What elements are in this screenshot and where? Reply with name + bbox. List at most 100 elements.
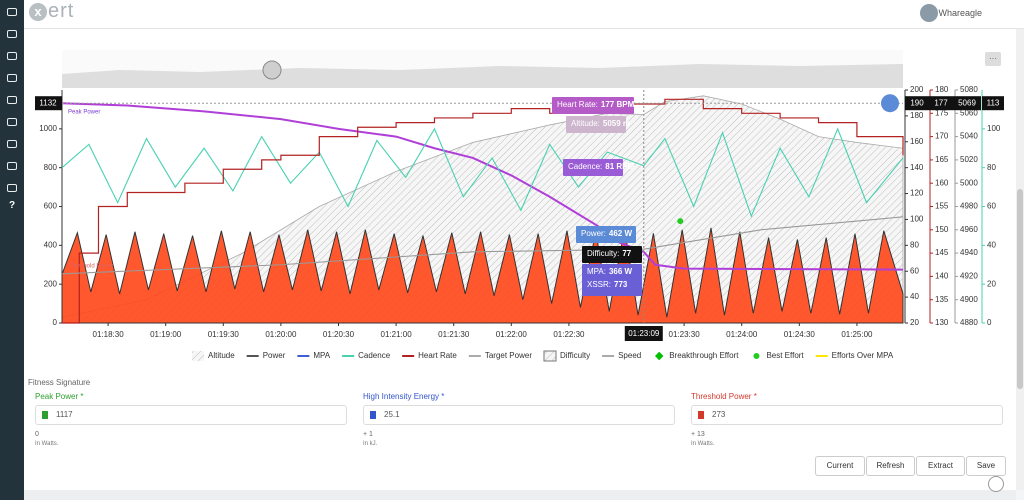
flag-box xyxy=(905,96,929,111)
avatar[interactable] xyxy=(920,4,938,22)
right-tick-label: 120 xyxy=(910,189,924,198)
field: High Intensity Energy * 25.1 + 1 In kJ. xyxy=(363,392,675,447)
tooltip-label: Cadence: xyxy=(568,162,602,171)
legend-label: Altitude xyxy=(208,351,235,360)
legend-label: Cadence xyxy=(358,351,391,360)
tooltip-label: Altitude: xyxy=(571,119,600,128)
zoom-button[interactable] xyxy=(881,94,899,113)
tooltip-value: 5059 m xyxy=(603,119,630,128)
legend-item[interactable]: Cadence xyxy=(342,351,391,360)
device-icon[interactable] xyxy=(7,96,17,104)
legend-item[interactable]: Heart Rate xyxy=(402,351,457,360)
right-tick-label: 165 xyxy=(935,155,949,164)
right-tick-label: 170 xyxy=(935,132,949,141)
right-tick-label: 160 xyxy=(910,137,924,146)
overview-menu[interactable] xyxy=(985,52,1001,66)
right-tick-label: 150 xyxy=(935,225,949,234)
right-tick-label: 145 xyxy=(935,248,949,257)
tooltip-value: 177 BPM xyxy=(601,100,635,109)
legend-item[interactable]: Target Power xyxy=(468,351,532,360)
chart-icon[interactable] xyxy=(7,52,17,60)
field-label: High Intensity Energy * xyxy=(363,392,445,401)
user-name[interactable]: Whareagle xyxy=(938,8,982,18)
button[interactable]: Refresh xyxy=(866,456,915,476)
legend-swatch xyxy=(192,351,204,361)
flag-label: 5069 xyxy=(958,98,976,107)
field-delta: + 13 xyxy=(691,431,705,438)
bolt-icon[interactable] xyxy=(7,184,17,192)
field-input[interactable]: 273 xyxy=(691,405,1003,425)
tooltip-text: XSSR: 773 xyxy=(587,280,628,289)
line-difficulty xyxy=(61,216,904,275)
legend-item[interactable]: MPA xyxy=(297,351,331,360)
legend-label: MPA xyxy=(313,351,330,360)
gauge-icon[interactable] xyxy=(7,118,17,126)
tooltip-label: Heart Rate: xyxy=(557,100,598,109)
tooltip-text: Cadence: 81 RPM xyxy=(568,162,634,171)
right-tick-label: 80 xyxy=(987,163,996,172)
y-tick-label: 1000 xyxy=(39,124,57,133)
legend-label: Power xyxy=(263,351,286,360)
menu-icon[interactable] xyxy=(7,8,17,16)
field-delta: 0 xyxy=(35,431,39,438)
right-tick-label: 4900 xyxy=(960,295,978,304)
legend-swatch xyxy=(654,351,664,361)
overview-handle[interactable] xyxy=(262,60,282,80)
x-tick-label: 01:21:30 xyxy=(438,330,470,339)
button[interactable]: Save xyxy=(966,456,1006,476)
chart: ··· 020040060080010002040608010012014016… xyxy=(35,50,1004,362)
line-heart-rate xyxy=(62,98,904,324)
field-unit: In Watts. xyxy=(691,441,715,447)
flag-label: 113 xyxy=(987,98,1000,107)
legend-item[interactable]: Speed xyxy=(602,351,641,360)
footer xyxy=(24,490,1016,500)
profile-icon[interactable] xyxy=(7,30,17,38)
logo[interactable]: ert xyxy=(48,0,75,22)
right-tick-label: 140 xyxy=(935,272,949,281)
legend-label: Heart Rate xyxy=(418,351,457,360)
y-tick-label: 200 xyxy=(44,279,58,288)
right-tick-label: 5080 xyxy=(960,85,978,94)
tooltip-text: MPA: 366 W xyxy=(587,267,633,276)
field-input[interactable]: 1117 xyxy=(35,405,347,425)
field-label: Peak Power * xyxy=(35,392,84,401)
legend-item[interactable]: Power xyxy=(246,351,286,360)
legend-item[interactable]: Altitude xyxy=(192,351,235,361)
legend-item[interactable]: Best Effort xyxy=(753,351,804,360)
tooltip-text: Heart Rate: 177 BPM xyxy=(557,100,635,109)
button[interactable]: Extract xyxy=(916,456,965,476)
legend-label: Target Power xyxy=(485,351,532,360)
tooltip-label: MPA: xyxy=(587,267,606,276)
legend-item[interactable]: Difficulty xyxy=(543,350,590,362)
y-tick-label: 600 xyxy=(44,202,58,211)
scrollbar[interactable] xyxy=(1016,29,1024,490)
field-unit: In Watts. xyxy=(35,441,59,447)
flag-box xyxy=(982,96,1004,111)
legend-item[interactable]: Efforts Over MPA xyxy=(815,351,894,360)
field-input[interactable]: 25.1 xyxy=(363,405,675,425)
tooltip-box xyxy=(576,226,636,243)
tooltip-value: 462 W xyxy=(609,229,633,238)
field-unit: In kJ. xyxy=(363,441,378,447)
legend-item[interactable]: Breakthrough Effort xyxy=(654,351,739,361)
scroll-top[interactable] xyxy=(988,476,1004,492)
right-tick-label: 200 xyxy=(910,85,924,94)
sync-icon[interactable] xyxy=(7,74,17,82)
overview-menu-label[interactable]: ··· xyxy=(989,54,997,63)
help-icon[interactable]: ? xyxy=(8,200,16,211)
field: Peak Power * 1117 0 In Watts. xyxy=(35,392,347,447)
legend-label: Best Effort xyxy=(766,351,804,360)
logo-mark[interactable]: x xyxy=(29,3,47,21)
tooltip-value: 81 RPM xyxy=(605,162,634,171)
right-tick-label: 4960 xyxy=(960,225,978,234)
right-tick-label: 40 xyxy=(910,292,919,301)
calendar-icon[interactable] xyxy=(7,140,17,148)
group-icon[interactable] xyxy=(7,162,17,170)
flag-box xyxy=(35,96,62,111)
tooltip-label: XSSR: xyxy=(587,280,611,289)
button[interactable]: Current xyxy=(815,456,865,476)
line-cadence xyxy=(61,127,904,218)
tooltip-text: Power: 462 W xyxy=(581,229,632,238)
right-tick-label: 0 xyxy=(987,318,992,327)
